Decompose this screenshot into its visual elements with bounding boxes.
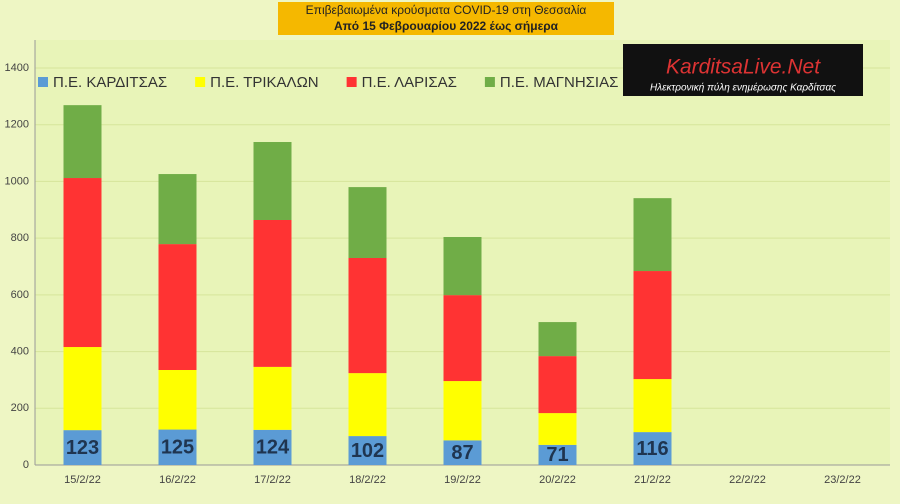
bar-segment bbox=[253, 142, 292, 220]
legend-swatch bbox=[195, 77, 206, 87]
bar-segment bbox=[158, 429, 197, 465]
bar-segment bbox=[633, 432, 672, 465]
x-tick-label: 18/2/22 bbox=[349, 474, 386, 486]
bar-segment bbox=[538, 413, 577, 445]
x-tick-label: 17/2/22 bbox=[254, 474, 291, 486]
logo-tagline: Ηλεκτρονική πύλη ενημέρωσης Καρδίτσας bbox=[650, 82, 836, 94]
chart-subtitle: Από 15 Φεβρουαρίου 2022 έως σήμερα bbox=[334, 19, 559, 33]
data-label: 102 bbox=[351, 440, 384, 462]
legend-label: Π.Ε. ΤΡΙΚΑΛΩΝ bbox=[210, 74, 318, 91]
legend-label: Π.Ε. ΜΑΓΝΗΣΙΑΣ bbox=[500, 74, 618, 91]
bar-segment bbox=[63, 178, 102, 348]
legend-label: Π.Ε. ΚΑΡΔΙΤΣΑΣ bbox=[53, 74, 167, 91]
x-tick-label: 15/2/22 bbox=[64, 474, 101, 486]
bar-segment bbox=[348, 436, 387, 465]
bar-segment bbox=[158, 370, 197, 430]
bar-segment bbox=[348, 373, 387, 437]
bar-segment bbox=[538, 444, 577, 465]
bar-segment bbox=[538, 322, 577, 357]
bar-segment bbox=[253, 219, 292, 367]
bar-segment bbox=[443, 381, 482, 441]
bar-segment bbox=[538, 356, 577, 414]
y-tick-label: 1200 bbox=[5, 119, 29, 131]
chart-title: Επιβεβαιωμένα κρούσματα COVID-19 στη Θεσ… bbox=[306, 3, 587, 17]
bar-segment bbox=[63, 347, 102, 431]
y-tick-label: 0 bbox=[23, 459, 29, 471]
bar-segment bbox=[348, 257, 387, 374]
bar-segment bbox=[443, 237, 482, 296]
x-tick-label: 22/2/22 bbox=[729, 474, 766, 486]
data-label: 116 bbox=[636, 438, 668, 460]
bar-segment bbox=[158, 244, 197, 371]
y-tick-label: 1400 bbox=[5, 62, 29, 74]
bar-segment bbox=[348, 187, 387, 258]
x-tick-label: 23/2/22 bbox=[824, 474, 861, 486]
data-label: 87 bbox=[451, 442, 473, 464]
bar-segment bbox=[253, 429, 292, 465]
bar-segment bbox=[633, 379, 672, 433]
y-tick-label: 400 bbox=[11, 345, 29, 357]
y-tick-label: 200 bbox=[11, 402, 29, 414]
legend-label: Π.Ε. ΛΑΡΙΣΑΣ bbox=[362, 74, 457, 91]
bar-segment bbox=[443, 295, 482, 382]
bar-segment bbox=[443, 440, 482, 465]
logo-name: KarditsaLive.Net bbox=[666, 56, 821, 79]
data-label: 124 bbox=[256, 437, 290, 459]
bar-segment bbox=[633, 271, 672, 380]
legend-swatch bbox=[484, 77, 495, 87]
legend-swatch bbox=[346, 77, 357, 87]
data-label: 71 bbox=[546, 444, 568, 466]
x-tick-label: 21/2/22 bbox=[634, 474, 671, 486]
data-label: 125 bbox=[161, 437, 194, 459]
y-tick-label: 800 bbox=[11, 232, 29, 244]
legend-swatch bbox=[38, 77, 48, 87]
logo-box bbox=[623, 44, 863, 96]
title-box bbox=[278, 2, 614, 35]
data-label: 123 bbox=[66, 437, 99, 459]
x-tick-label: 20/2/22 bbox=[539, 474, 576, 486]
x-tick-label: 16/2/22 bbox=[159, 474, 196, 486]
y-tick-label: 600 bbox=[11, 289, 29, 301]
y-tick-label: 1000 bbox=[5, 175, 29, 187]
bar-segment bbox=[253, 366, 292, 430]
x-tick-label: 19/2/22 bbox=[444, 474, 481, 486]
bar-segment bbox=[63, 430, 102, 465]
bar-segment bbox=[633, 198, 672, 272]
bar-segment bbox=[158, 174, 197, 245]
bar-segment bbox=[63, 105, 102, 179]
